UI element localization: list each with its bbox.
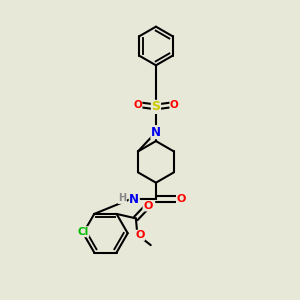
Text: O: O: [176, 194, 186, 204]
Text: O: O: [135, 230, 144, 240]
Text: O: O: [133, 100, 142, 110]
Text: H: H: [118, 194, 126, 203]
Text: S: S: [152, 100, 160, 113]
Text: Cl: Cl: [77, 227, 89, 237]
Text: O: O: [143, 201, 152, 211]
Text: N: N: [129, 193, 139, 206]
Text: N: N: [151, 126, 161, 139]
Text: O: O: [170, 100, 179, 110]
